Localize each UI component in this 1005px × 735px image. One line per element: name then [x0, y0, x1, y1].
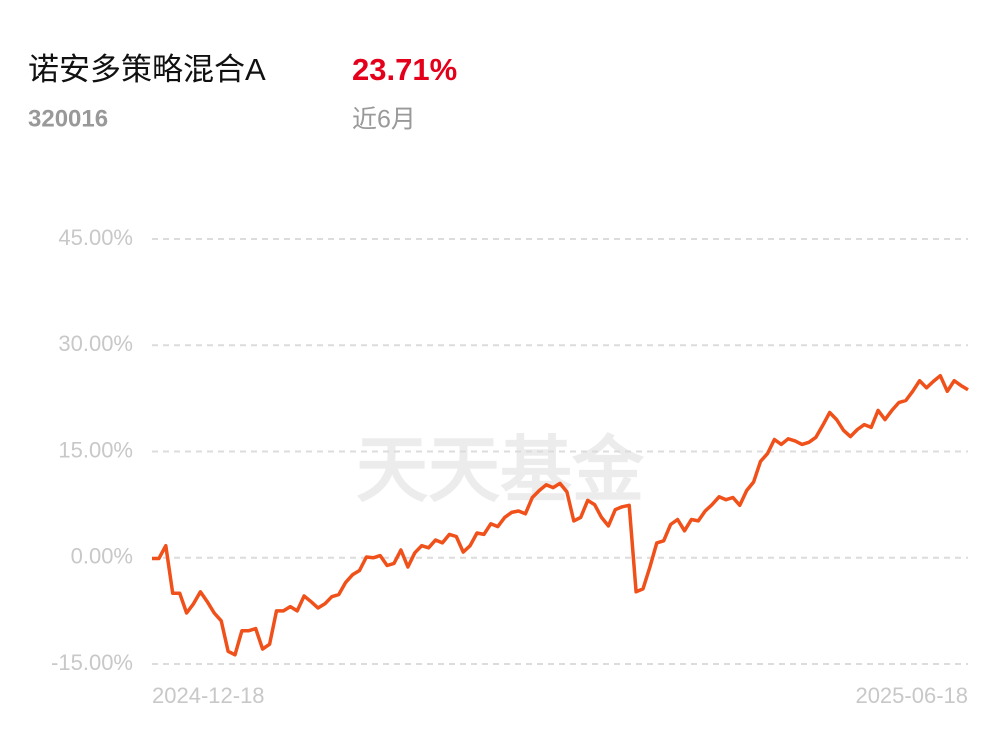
period-label: 近6月: [352, 106, 416, 134]
x-tick-label: 2025-06-18: [855, 683, 968, 708]
line-series: [152, 373, 969, 657]
fund-title: 诺安多策略混合A: [28, 52, 266, 87]
y-tick-label: 0.00%: [71, 544, 133, 569]
y-tick-label: 30.00%: [58, 331, 133, 356]
watermark: 天天基金: [356, 427, 645, 512]
y-tick-label: 45.00%: [58, 225, 133, 250]
y-tick-label: 15.00%: [58, 437, 133, 462]
fund-return: 23.71%: [352, 52, 457, 87]
x-tick-label: 2024-12-18: [152, 683, 265, 708]
y-tick-label: -15.00%: [51, 650, 133, 675]
fund-code: 320016: [28, 105, 108, 132]
